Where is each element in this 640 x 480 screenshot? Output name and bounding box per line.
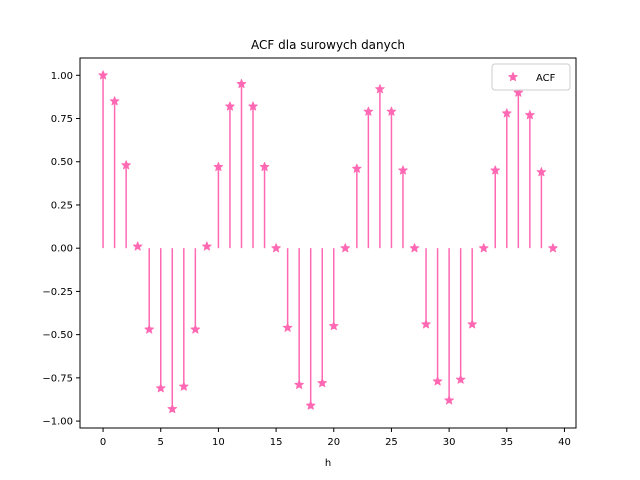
acf-point	[352, 163, 362, 173]
acf-point	[467, 319, 477, 329]
acf-point	[236, 78, 247, 89]
acf-point	[132, 241, 143, 251]
x-tick-label: 30	[443, 437, 456, 448]
y-tick-label: 0.00	[51, 244, 73, 255]
acf-point	[179, 381, 189, 391]
acf-point	[155, 383, 166, 393]
acf-point	[121, 160, 131, 170]
acf-point	[144, 324, 154, 334]
acf-point	[305, 400, 316, 410]
acf-point	[375, 84, 385, 94]
x-tick-label: 0	[100, 437, 106, 448]
acf-point	[248, 101, 258, 111]
acf-point	[282, 322, 293, 332]
acf-point	[225, 101, 235, 111]
acf-point	[455, 374, 466, 384]
acf-point	[444, 395, 454, 405]
x-axis-label: h	[325, 458, 331, 469]
stem-layer	[102, 75, 543, 409]
acf-point	[317, 378, 328, 388]
legend-entry-acf: ACF	[536, 73, 556, 84]
acf-point	[386, 106, 397, 116]
x-tick-label: 25	[385, 437, 398, 448]
acf-point	[432, 376, 443, 386]
y-tick-label: 0.25	[51, 200, 73, 211]
acf-point	[271, 243, 281, 253]
acf-point	[525, 110, 535, 120]
acf-point	[259, 161, 270, 172]
x-tick-label: 35	[500, 437, 513, 448]
legend: ACF	[491, 63, 571, 91]
y-tick-label: −0.25	[42, 287, 73, 298]
y-tick-label: −0.75	[42, 373, 73, 384]
acf-point	[340, 243, 351, 253]
x-tick-label: 40	[558, 437, 571, 448]
y-tick-label: 1.00	[51, 71, 73, 82]
acf-point	[363, 106, 374, 116]
acf-point	[421, 319, 431, 329]
acf-point	[513, 87, 524, 97]
x-tick-label: 5	[158, 437, 164, 448]
acf-point	[536, 167, 547, 177]
legend-frame	[491, 63, 571, 91]
acf-point	[398, 165, 408, 175]
x-tick-label: 15	[270, 437, 283, 448]
acf-point	[328, 320, 339, 331]
y-tick-label: −1.00	[42, 417, 73, 428]
x-tick-label: 10	[212, 437, 225, 448]
legend-star-icon	[508, 72, 518, 82]
y-tick-label: 0.75	[51, 114, 73, 125]
y-tick-label: −0.50	[42, 330, 73, 341]
acf-point	[490, 165, 501, 175]
y-tick-label: 0.50	[51, 157, 73, 168]
acf-point	[548, 243, 558, 253]
acf-point	[167, 403, 178, 414]
acf-point	[294, 379, 304, 389]
acf-point	[502, 108, 512, 118]
marker-layer	[98, 70, 558, 414]
acf-point	[202, 241, 212, 251]
acf-point	[98, 70, 108, 80]
axes-frame	[79, 57, 577, 429]
acf-point	[213, 161, 224, 172]
acf-point	[190, 324, 201, 334]
legend-marker	[508, 72, 518, 82]
x-tick-label: 20	[327, 437, 340, 448]
acf-point	[409, 243, 420, 253]
chart-title: ACF dla surowych danych	[251, 38, 405, 52]
tick-layer: 0 5 10 15 20 25 30 35 40 −1.00 −0.75 −0.50 −0.25 0.00…	[42, 71, 570, 448]
acf-point	[478, 243, 489, 253]
acf-point	[109, 96, 120, 106]
